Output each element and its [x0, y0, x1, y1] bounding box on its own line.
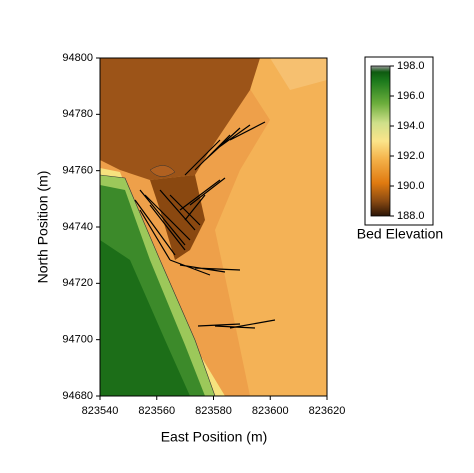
colorbar-tick-label: 190.0 — [397, 180, 425, 192]
colorbar-tick-label: 196.0 — [397, 90, 425, 102]
y-tick-label: 94780 — [62, 108, 93, 120]
colorbar — [370, 65, 391, 217]
y-tick-label: 94720 — [62, 277, 93, 289]
y-tick-label: 94740 — [62, 221, 93, 233]
y-axis-label: North Position (m) — [35, 171, 51, 284]
x-tick-label: 823620 — [309, 405, 346, 417]
x-tick-label: 823600 — [252, 405, 289, 417]
y-tick-label: 94760 — [62, 165, 93, 177]
colorbar-tick-label: 198.0 — [397, 60, 425, 72]
colorbar-tick-label: 194.0 — [397, 120, 425, 132]
y-tick-label: 94800 — [62, 52, 93, 64]
colorbar-title: Bed Elevation — [357, 226, 443, 242]
x-axis-label: East Position (m) — [161, 429, 268, 445]
elevation-field — [100, 58, 327, 396]
x-tick-label: 823540 — [82, 405, 119, 417]
colorbar-tick-label: 188.0 — [397, 210, 425, 222]
x-tick-label: 823560 — [138, 405, 175, 417]
y-tick-label: 94680 — [62, 390, 93, 402]
y-tick-label: 94700 — [62, 334, 93, 346]
x-tick-label: 823580 — [195, 405, 232, 417]
colorbar-tick-label: 192.0 — [397, 150, 425, 162]
